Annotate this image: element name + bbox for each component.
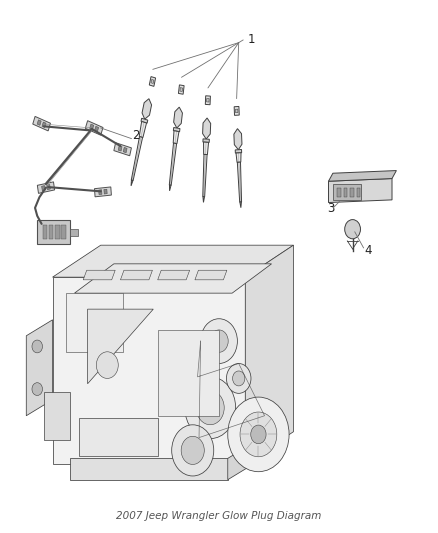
Polygon shape (149, 77, 155, 86)
Polygon shape (203, 197, 205, 203)
Polygon shape (66, 293, 123, 352)
Polygon shape (95, 126, 99, 132)
Circle shape (201, 319, 237, 364)
Polygon shape (43, 225, 47, 239)
Polygon shape (95, 187, 111, 197)
Polygon shape (170, 143, 177, 185)
Polygon shape (85, 120, 103, 135)
Polygon shape (70, 458, 228, 480)
Polygon shape (131, 180, 133, 186)
Polygon shape (328, 179, 392, 203)
Polygon shape (240, 202, 241, 208)
Polygon shape (49, 225, 53, 239)
Polygon shape (47, 184, 50, 190)
Polygon shape (37, 120, 41, 125)
Polygon shape (234, 107, 239, 115)
Polygon shape (237, 162, 242, 202)
Polygon shape (79, 418, 158, 456)
Polygon shape (141, 118, 148, 123)
Circle shape (172, 425, 214, 476)
Polygon shape (245, 245, 293, 464)
Polygon shape (203, 155, 207, 197)
Polygon shape (173, 131, 179, 144)
Circle shape (228, 397, 289, 472)
Polygon shape (37, 220, 70, 244)
Circle shape (181, 437, 204, 464)
Circle shape (226, 364, 251, 393)
Polygon shape (55, 225, 60, 239)
Polygon shape (205, 96, 210, 104)
Polygon shape (83, 270, 115, 280)
Polygon shape (88, 309, 153, 384)
Bar (337, 188, 341, 197)
Text: 3: 3 (327, 203, 334, 215)
Circle shape (233, 371, 245, 386)
Polygon shape (104, 189, 107, 194)
Polygon shape (42, 185, 45, 191)
Polygon shape (333, 184, 361, 200)
Text: 4: 4 (364, 244, 372, 257)
Bar (344, 188, 347, 197)
Circle shape (210, 330, 228, 352)
Circle shape (196, 391, 224, 425)
Polygon shape (203, 139, 209, 142)
Polygon shape (236, 153, 241, 163)
Circle shape (345, 220, 360, 239)
Polygon shape (37, 182, 55, 193)
Circle shape (240, 412, 277, 457)
Polygon shape (61, 225, 66, 239)
Polygon shape (173, 107, 183, 128)
Polygon shape (53, 245, 293, 277)
Polygon shape (207, 99, 209, 102)
Polygon shape (236, 109, 238, 112)
Polygon shape (195, 270, 227, 280)
Polygon shape (53, 277, 245, 464)
Polygon shape (118, 146, 122, 151)
Polygon shape (33, 116, 50, 131)
Polygon shape (139, 122, 147, 138)
Polygon shape (158, 330, 219, 416)
Circle shape (32, 340, 42, 353)
Polygon shape (123, 148, 127, 153)
Polygon shape (235, 150, 242, 153)
Circle shape (185, 377, 236, 439)
Bar (350, 188, 354, 197)
Text: 1: 1 (247, 34, 255, 46)
Circle shape (32, 383, 42, 395)
Polygon shape (120, 270, 152, 280)
Polygon shape (328, 171, 396, 181)
Polygon shape (170, 185, 171, 191)
Polygon shape (99, 190, 102, 195)
Polygon shape (74, 264, 272, 293)
Polygon shape (234, 128, 242, 150)
Polygon shape (173, 127, 180, 132)
Circle shape (251, 425, 266, 443)
Polygon shape (42, 122, 46, 127)
Polygon shape (203, 118, 211, 139)
Text: 2007 Jeep Wrangler Glow Plug Diagram: 2007 Jeep Wrangler Glow Plug Diagram (117, 511, 321, 521)
Circle shape (96, 352, 118, 378)
Text: 2: 2 (132, 130, 140, 142)
Polygon shape (204, 142, 208, 155)
Polygon shape (44, 392, 70, 440)
Polygon shape (142, 99, 152, 119)
Polygon shape (178, 85, 184, 94)
Polygon shape (228, 437, 263, 480)
Polygon shape (131, 136, 143, 181)
Polygon shape (114, 143, 131, 156)
Circle shape (205, 401, 215, 414)
Polygon shape (180, 87, 183, 92)
Polygon shape (26, 320, 53, 416)
Polygon shape (158, 270, 190, 280)
Polygon shape (90, 124, 94, 130)
Polygon shape (151, 79, 154, 84)
Bar (357, 188, 360, 197)
Polygon shape (70, 229, 78, 236)
